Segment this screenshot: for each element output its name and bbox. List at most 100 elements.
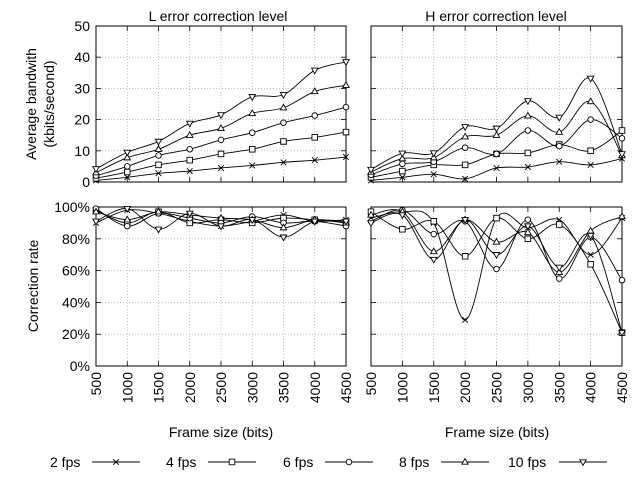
data-point (399, 174, 406, 181)
legend-item: 2 fps (50, 454, 140, 470)
data-point (92, 218, 100, 226)
data-point (279, 223, 288, 231)
data-point (430, 171, 437, 178)
panel-title-h-error-correction: H error correction level (425, 8, 567, 24)
data-point (555, 127, 564, 135)
series-10-fps (367, 75, 626, 174)
panel-bandwidth-L: 0 10 20 30 40 50 (74, 18, 350, 190)
data-point (342, 128, 350, 136)
data-point (493, 164, 500, 172)
data-point (493, 150, 500, 158)
data-point (586, 75, 595, 83)
data-point (217, 213, 225, 221)
data-point (185, 120, 194, 128)
panel-title-l-error-correction: L error correction level (149, 8, 288, 24)
data-point (367, 220, 375, 228)
data-point (462, 175, 469, 182)
y-tick-label: 20% (62, 326, 90, 342)
data-point (92, 207, 100, 215)
data-point (310, 67, 319, 75)
data-point (524, 149, 532, 157)
data-point (311, 134, 318, 141)
legend-marker (345, 458, 353, 466)
data-point (524, 235, 532, 243)
data-point (123, 163, 131, 170)
x-tick-label: 500 (88, 372, 104, 396)
x-tick-label: 3000 (244, 372, 260, 403)
data-point (587, 116, 594, 123)
data-point (523, 228, 532, 236)
data-point (342, 59, 350, 67)
legend-marker (461, 457, 469, 465)
panel-bandwidth-H (367, 25, 626, 184)
data-point (311, 157, 318, 164)
data-point (556, 158, 563, 165)
data-point (399, 167, 406, 175)
x-tick-label: 4500 (338, 372, 354, 403)
data-point (124, 174, 131, 181)
data-point (523, 223, 532, 231)
series-6-fps (92, 205, 350, 230)
y-tick-label: 50 (74, 18, 90, 34)
data-point (523, 111, 532, 119)
y-tick-label: 60% (62, 263, 90, 279)
data-point (155, 161, 162, 169)
data-point (280, 159, 287, 166)
x-tick-label: 1000 (119, 372, 135, 403)
legend-marker (579, 459, 587, 467)
data-point (493, 265, 500, 273)
data-point (555, 264, 564, 272)
legend-label: 6 fps (283, 454, 313, 470)
data-point (185, 210, 194, 218)
data-point (280, 214, 287, 222)
data-point (618, 212, 626, 220)
data-point (618, 276, 626, 284)
data-point (398, 150, 407, 158)
legend-marker (228, 458, 236, 466)
data-point (248, 217, 257, 225)
y-tick-label: 40% (62, 294, 90, 310)
data-point (429, 150, 438, 158)
data-point (123, 222, 131, 230)
data-point (248, 94, 257, 102)
data-point (493, 214, 500, 222)
x-tick-label: 4500 (614, 372, 630, 403)
panel-correction-H: 500 1000 1500 2000 2500 3000 3500 4000 4500 (363, 206, 630, 403)
data-point (492, 125, 501, 133)
y-tick-label: 20 (74, 112, 90, 128)
data-point (310, 87, 319, 95)
x-tick-label: 3500 (276, 372, 292, 403)
x-tick-label: 3000 (520, 372, 536, 403)
panel-correction-L: 0% 20% 40% 60% 80% 100% 500 1000 1500 2000 2500 300… (54, 199, 354, 403)
data-point (342, 103, 350, 111)
data-point (524, 163, 531, 171)
data-point (217, 124, 225, 131)
data-point (155, 152, 162, 159)
data-point (248, 109, 257, 117)
data-point (154, 226, 163, 234)
top-ylabel-line2: (kbits/second) (41, 60, 57, 147)
data-point (555, 114, 564, 122)
x-tick-label: 4000 (583, 372, 599, 403)
data-point (123, 149, 132, 157)
legend-label: 4 fps (166, 454, 196, 470)
y-tick-label: 80% (62, 231, 90, 247)
data-point (123, 153, 132, 161)
data-point (492, 130, 501, 138)
data-point (279, 103, 288, 111)
y-tick-label: 100% (54, 199, 90, 215)
y-tick-label: 30 (74, 80, 90, 96)
x-tick-label: 3500 (551, 372, 567, 403)
legend-item: 6 fps (283, 454, 373, 470)
data-point (342, 80, 350, 88)
data-point (524, 127, 532, 134)
data-point (123, 215, 132, 223)
data-point (586, 226, 595, 234)
data-point (462, 316, 469, 324)
data-point (310, 218, 319, 226)
data-point (461, 132, 470, 140)
data-point (430, 218, 437, 225)
series-8-fps (92, 80, 350, 176)
data-point (185, 130, 194, 138)
data-point (398, 212, 407, 220)
